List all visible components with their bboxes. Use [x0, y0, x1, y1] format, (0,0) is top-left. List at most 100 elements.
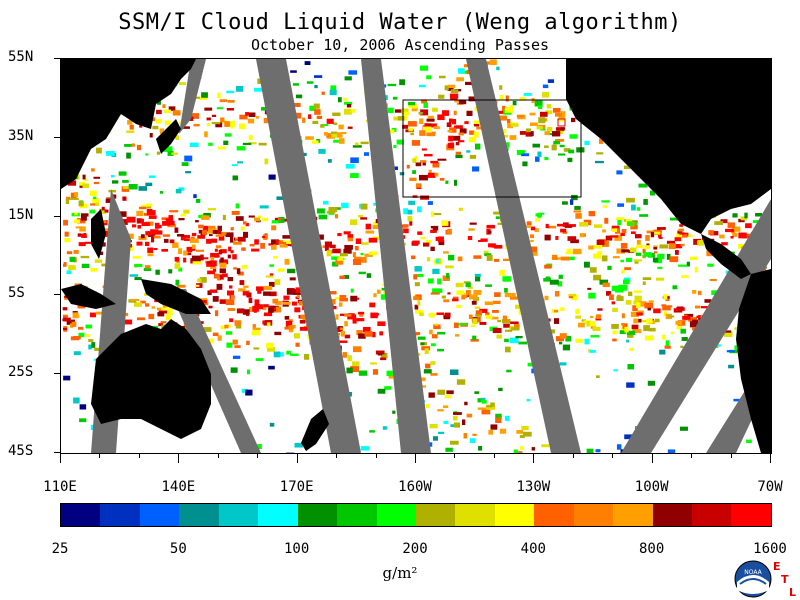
cloud-pixel: [676, 306, 684, 311]
cloud-pixel: [272, 298, 279, 304]
cloud-pixel: [290, 70, 297, 73]
cloud-pixel: [316, 115, 323, 120]
cloud-pixel: [495, 216, 500, 220]
cloud-pixel: [248, 215, 255, 218]
cloud-pixel: [590, 349, 596, 353]
cloud-pixel: [622, 323, 628, 330]
colorbar-swatch: [258, 504, 298, 526]
cloud-pixel: [320, 124, 325, 128]
cloud-pixel: [434, 172, 439, 177]
cloud-pixel: [679, 232, 685, 235]
cloud-pixel: [311, 140, 319, 144]
cloud-pixel: [477, 407, 487, 410]
cloud-pixel: [626, 382, 635, 388]
cloud-pixel: [174, 256, 180, 262]
cloud-pixel: [223, 140, 229, 146]
cloud-pixel: [101, 263, 106, 267]
land-philippines: [91, 209, 106, 259]
cloud-pixel: [571, 194, 578, 201]
cloud-pixel: [489, 59, 497, 66]
cloud-pixel: [344, 314, 352, 317]
cloud-pixel: [437, 348, 444, 352]
cloud-pixel: [557, 118, 566, 122]
cloud-pixel: [461, 419, 466, 426]
cloud-pixel: [616, 444, 622, 450]
longitude-tick: [138, 453, 140, 458]
longitude-tick: [217, 453, 219, 458]
cloud-pixel: [210, 256, 214, 261]
cloud-pixel: [257, 78, 263, 84]
cloud-pixel: [153, 235, 161, 239]
cloud-pixel: [218, 249, 223, 255]
cloud-pixel: [358, 271, 366, 275]
cloud-pixel: [672, 285, 678, 290]
cloud-pixel: [225, 299, 235, 306]
cloud-pixel: [289, 277, 296, 281]
cloud-pixel: [635, 302, 641, 309]
cloud-pixel: [158, 323, 164, 327]
cloud-pixel: [546, 127, 553, 132]
cloud-pixel: [563, 222, 569, 227]
longitude-tick: [257, 453, 259, 458]
cloud-pixel: [399, 172, 405, 176]
cloud-pixel: [612, 256, 620, 259]
cloud-pixel: [560, 256, 570, 261]
cloud-pixel: [129, 245, 134, 251]
cloud-pixel: [704, 299, 712, 303]
cloud-pixel: [553, 318, 560, 324]
cloud-pixel: [479, 321, 487, 325]
cloud-pixel: [613, 369, 618, 372]
cloud-pixel: [294, 333, 300, 339]
cloud-pixel: [437, 389, 446, 395]
cloud-pixel: [572, 248, 582, 255]
cloud-pixel: [745, 223, 752, 229]
cloud-pixel: [251, 330, 261, 336]
cloud-pixel: [583, 261, 590, 268]
cloud-pixel: [668, 315, 675, 318]
cloud-pixel: [495, 110, 504, 114]
cloud-pixel: [207, 290, 212, 296]
cloud-pixel: [286, 289, 293, 295]
cloud-pixel: [314, 109, 321, 115]
longitude-label: 100W: [634, 479, 669, 495]
cloud-pixel: [549, 329, 556, 334]
cloud-pixel: [653, 251, 658, 254]
cloud-pixel: [488, 429, 494, 435]
cloud-pixel: [493, 258, 500, 262]
cloud-pixel: [198, 229, 203, 234]
cloud-pixel: [678, 228, 684, 232]
cloud-pixel: [133, 302, 142, 307]
cloud-pixel: [190, 236, 195, 240]
cloud-pixel: [559, 333, 567, 339]
cloud-pixel: [492, 310, 499, 313]
cloud-pixel: [430, 226, 438, 229]
cloud-pixel: [192, 261, 202, 265]
cloud-pixel: [235, 203, 240, 209]
colorbar-swatch: [573, 504, 614, 526]
cloud-pixel: [160, 307, 166, 311]
cloud-pixel: [634, 295, 642, 302]
cloud-pixel: [415, 183, 421, 188]
cloud-pixel: [477, 398, 481, 403]
cloud-pixel: [220, 257, 224, 263]
cloud-pixel: [344, 76, 352, 81]
cloud-pixel: [468, 228, 475, 231]
cloud-pixel: [167, 310, 173, 315]
cloud-pixel: [239, 114, 248, 120]
cloud-pixel: [576, 147, 585, 153]
cloud-pixel: [234, 320, 242, 326]
cloud-pixel: [475, 310, 483, 316]
cloud-pixel: [252, 324, 256, 330]
cloud-pixel: [429, 423, 438, 429]
cloud-pixel: [596, 375, 600, 378]
cloud-pixel: [304, 61, 311, 66]
cloud-pixel: [456, 290, 465, 295]
cloud-pixel: [313, 75, 323, 78]
cloud-pixel: [428, 442, 433, 447]
cloud-pixel: [209, 260, 217, 267]
cloud-pixel: [437, 278, 442, 285]
cloud-pixel: [409, 177, 417, 181]
cloud-pixel: [565, 335, 572, 342]
cloud-pixel: [663, 294, 668, 300]
cloud-pixel: [428, 169, 432, 174]
